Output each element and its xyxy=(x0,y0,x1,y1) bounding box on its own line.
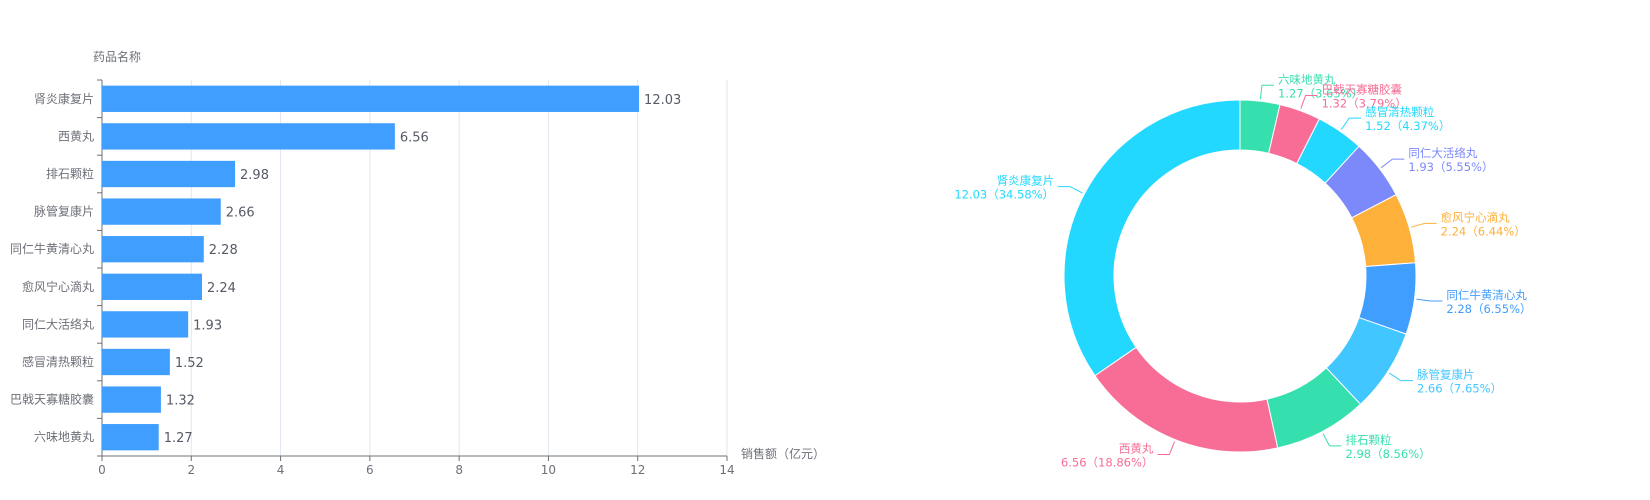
slice-value-label: 1.93（5.55%） xyxy=(1408,160,1493,174)
x-tick-label: 0 xyxy=(98,463,106,477)
bar xyxy=(102,160,236,188)
category-label: 同仁大活络丸 xyxy=(22,316,94,331)
x-tick-label: 2 xyxy=(187,463,195,477)
category-label: 肾炎康复片 xyxy=(34,91,94,106)
data-label: 1.32 xyxy=(166,394,195,409)
label-line xyxy=(1259,84,1274,100)
label-line xyxy=(1058,186,1083,194)
bar xyxy=(102,273,202,300)
label-line xyxy=(1157,441,1176,456)
x-tick-label: 6 xyxy=(366,463,374,477)
bar xyxy=(102,348,170,376)
bar xyxy=(102,85,640,112)
category-label: 感冒清热颗粒 xyxy=(22,354,94,369)
x-tick-label: 8 xyxy=(455,463,463,477)
slice-value-label: 1.27（3.65%） xyxy=(1278,86,1363,100)
slice-name-label: 愈风宁心滴丸 xyxy=(1441,210,1510,224)
category-label: 愈风宁心滴丸 xyxy=(22,279,94,294)
slice-name-label: 同仁牛黄清心丸 xyxy=(1446,288,1527,302)
slice-value-label: 1.52（4.37%） xyxy=(1365,119,1450,133)
slice-name-label: 同仁大活络丸 xyxy=(1408,146,1477,160)
label-line xyxy=(1416,298,1443,302)
slice-name-label: 排石颗粒 xyxy=(1345,433,1391,447)
label-line xyxy=(1322,433,1342,447)
data-label: 2.24 xyxy=(207,281,236,296)
slice-name-label: 巴戟天寡糖胶囊 xyxy=(1322,83,1403,97)
y-axis-title: 药品名称 xyxy=(93,49,141,64)
x-tick-label: 14 xyxy=(719,463,734,477)
slice-name-label: 感冒清热颗粒 xyxy=(1365,105,1434,119)
slice-value-label: 2.98（8.56%） xyxy=(1345,447,1430,461)
data-label: 2.98 xyxy=(240,168,269,183)
label-line xyxy=(1380,158,1405,169)
slice-value-label: 2.24（6.44%） xyxy=(1441,224,1526,238)
label-line xyxy=(1388,372,1413,382)
bar-chart: 药品名称 销售额（亿元） 0 2 4 6 8 10 12 14 肾炎康复片 12.03 西黄丸 6.5… xyxy=(10,49,825,477)
data-label: 2.28 xyxy=(209,243,238,258)
slice-value-label: 1.32（3.79%） xyxy=(1322,97,1407,111)
category-label: 同仁牛黄清心丸 xyxy=(10,241,94,256)
slice-value-label: 2.28（6.55%） xyxy=(1446,302,1531,316)
slice-name-label: 脉管复康片 xyxy=(1417,368,1475,382)
donut-chart: 六味地黄丸1.27（3.65%）巴戟天寡糖胶囊1.32（3.79%）感冒清热颗粒… xyxy=(954,72,1531,469)
data-label: 2.66 xyxy=(226,206,255,221)
label-line xyxy=(1411,222,1437,228)
donut-slice xyxy=(1063,99,1241,377)
category-label: 排石颗粒 xyxy=(46,166,94,181)
slice-name-label: 六味地黄丸 xyxy=(1278,72,1336,86)
slice-name-label: 西黄丸 xyxy=(1119,442,1154,456)
data-label: 1.93 xyxy=(193,318,222,333)
data-label: 1.27 xyxy=(164,431,193,446)
slice-value-label: 2.66（7.65%） xyxy=(1417,382,1502,396)
slice-value-label: 12.03（34.58%） xyxy=(954,188,1054,202)
slice-value-label: 6.56（18.86%） xyxy=(1061,456,1153,470)
label-line xyxy=(1300,95,1318,109)
category-label: 脉管复康片 xyxy=(34,204,94,219)
x-axis-title: 销售额（亿元） xyxy=(741,446,825,461)
data-label: 6.56 xyxy=(400,130,429,145)
bar xyxy=(102,311,189,338)
category-label: 六味地黄丸 xyxy=(34,430,94,444)
donut-slice xyxy=(1094,346,1279,453)
bar xyxy=(102,236,204,263)
category-label: 西黄丸 xyxy=(58,129,94,143)
slice-name-label: 肾炎康复片 xyxy=(997,174,1055,188)
data-label: 1.52 xyxy=(175,356,204,371)
x-tick-label: 4 xyxy=(277,463,285,477)
x-tick-label: 10 xyxy=(541,463,556,477)
label-line xyxy=(1340,117,1362,130)
category-label: 巴戟天寡糖胶囊 xyxy=(10,392,94,407)
bar xyxy=(102,424,159,451)
x-tick-label: 12 xyxy=(630,463,645,477)
bar xyxy=(102,198,221,225)
data-label: 12.03 xyxy=(644,93,681,108)
bar xyxy=(102,386,161,413)
bar xyxy=(102,123,395,150)
